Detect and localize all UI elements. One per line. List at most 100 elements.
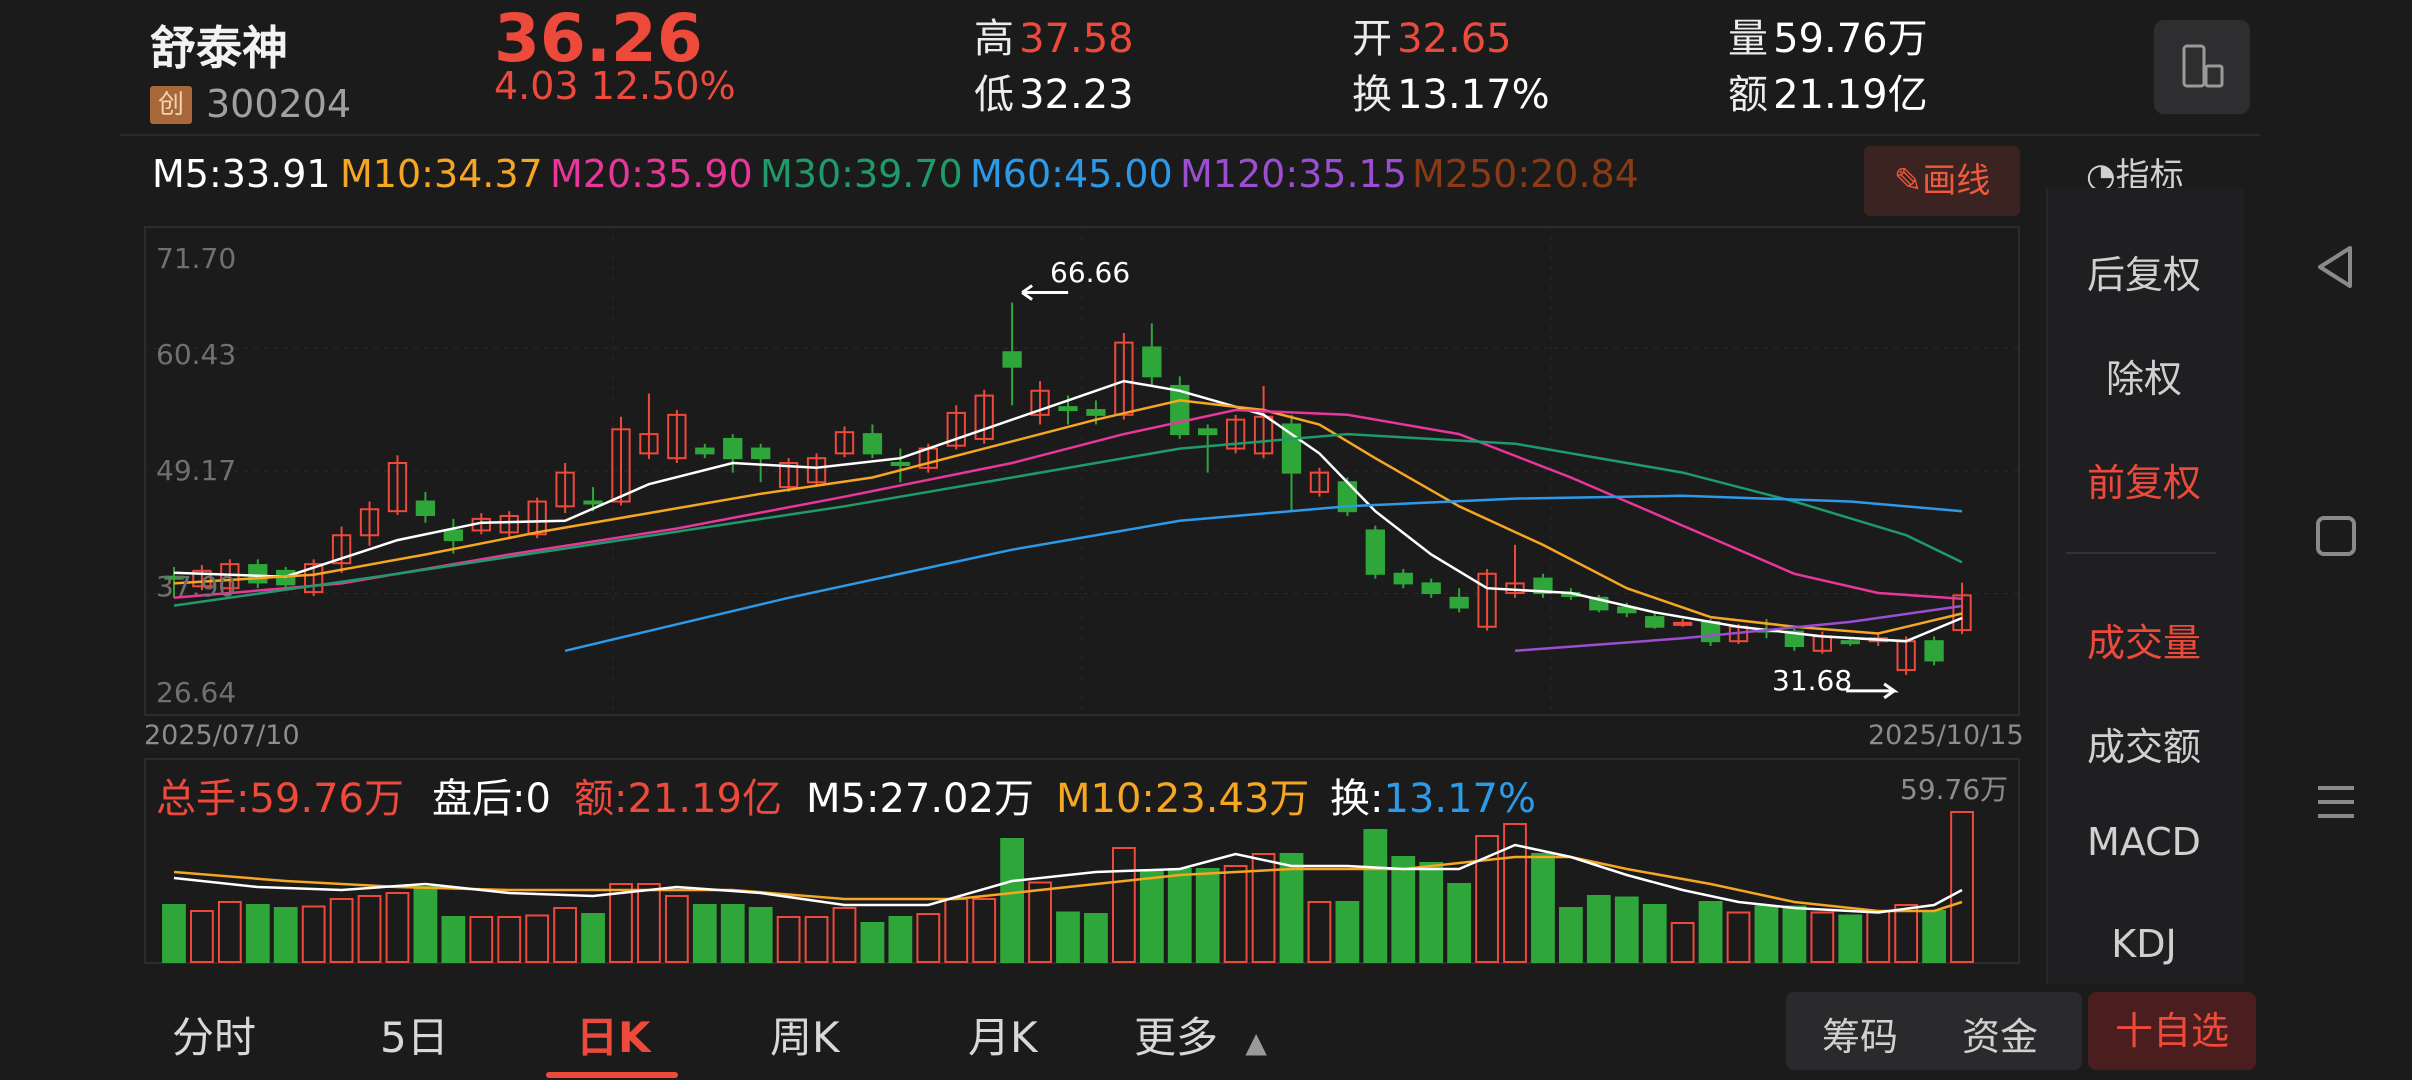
open-quote: 开 32.65 (1352, 6, 1512, 64)
volume-bar (1950, 811, 1974, 963)
turnover-quote: 换 13.17% (1352, 62, 1550, 120)
draw-line-label: 画线 (1922, 161, 1991, 201)
ma5-label: M5:33.91 (152, 152, 331, 196)
menu-nav-icon[interactable] (2314, 780, 2358, 824)
candle-body (1700, 620, 1721, 643)
add-favorite-button[interactable]: 十自选 (2088, 992, 2256, 1070)
vol-ma5-line (173, 843, 1963, 914)
volume-bar (776, 916, 801, 963)
volume-bar (1000, 838, 1025, 963)
ma-line-m20 (173, 408, 1963, 601)
candle-body (1645, 616, 1665, 628)
menu-pre-adjust[interactable]: 前复权 (2086, 461, 2201, 505)
candle-body (667, 413, 687, 460)
volume-bar (329, 898, 354, 963)
volume-bar (1419, 862, 1444, 963)
add-favorite-label: 自选 (2153, 1009, 2230, 1053)
menu-kdj[interactable]: KDJ (2111, 922, 2177, 966)
volume-bar (413, 886, 438, 963)
stock-name: 舒泰神 (150, 21, 288, 75)
menu-macd[interactable]: MACD (2087, 820, 2201, 864)
volume-bar (162, 904, 186, 963)
vol-max-label: 59.76万 (1900, 773, 2009, 806)
candle-body (583, 500, 603, 505)
tab-intraday[interactable]: 分时 (172, 1013, 257, 1062)
tab-weekly-k[interactable]: 周K (770, 1013, 840, 1062)
home-nav-icon[interactable] (2314, 514, 2358, 558)
candle-body (751, 447, 771, 460)
high-label: 高 (974, 16, 1014, 62)
volume-bar (1195, 868, 1220, 963)
volume-bar (1782, 905, 1807, 963)
date-start-label: 2025/07/10 (144, 720, 300, 751)
menu-volume[interactable]: 成交量 (2086, 621, 2201, 665)
tab-monthly-k[interactable]: 月K (968, 1013, 1038, 1062)
candle-body (1309, 471, 1330, 493)
volume-bar (553, 907, 578, 963)
volume-bar (217, 901, 242, 963)
board-badge: 创 (150, 86, 192, 124)
volume-bar (525, 914, 550, 963)
volume-bar (637, 883, 661, 963)
volume-bar (1754, 905, 1779, 963)
total-volume-label: 总手:59.76万 (156, 776, 404, 822)
menu-ex-rights[interactable]: 除权 (2105, 357, 2182, 401)
open-label: 开 (1352, 16, 1392, 62)
stock-code: 300204 (206, 82, 352, 126)
volume-bar (1056, 911, 1080, 963)
turnover-label: 换 (1352, 72, 1392, 118)
candle-body (1840, 640, 1860, 645)
volume-bar (1167, 868, 1192, 963)
tab-more-label: 更多 (1134, 1013, 1219, 1062)
open-value: 32.65 (1397, 16, 1512, 62)
candle-body (1672, 621, 1693, 626)
caret-up-icon: ▲ (1245, 1026, 1267, 1059)
vol-ma10-label: M10:23.43万 (1056, 776, 1310, 822)
candle-body (1421, 582, 1441, 595)
max-price-label: 66.66 (1050, 256, 1131, 289)
volume-bar (1614, 896, 1639, 963)
candle-body (806, 457, 827, 484)
draw-line-button[interactable]: ✎画线 (1864, 146, 2020, 216)
volume-bar (1670, 922, 1695, 963)
volume-bar (1139, 871, 1164, 963)
current-price: 36.26 (494, 0, 703, 77)
candle-body (527, 500, 547, 536)
menu-amount[interactable]: 成交额 (2086, 725, 2201, 769)
min-price-arrow (1846, 682, 1899, 700)
high-quote: 高 37.58 (974, 6, 1134, 64)
volume-bar (1810, 911, 1835, 963)
candle-body (1477, 572, 1497, 628)
candle-body (415, 500, 436, 517)
min-price-label: 31.68 (1772, 664, 1853, 697)
volume-bar (804, 916, 829, 963)
candle-body (1617, 606, 1637, 614)
tab-more[interactable]: 更多 ▲ (1134, 1004, 1267, 1065)
volume-chart[interactable] (144, 758, 2020, 964)
price-change: 4.03 12.50% (494, 64, 736, 108)
vol-turnover-label: 换: (1330, 776, 1384, 822)
volume-label: 量 (1728, 16, 1768, 62)
back-nav-icon[interactable] (2310, 242, 2360, 292)
candle-body (1924, 640, 1944, 662)
funds-button[interactable]: 资金 (1962, 1015, 2039, 1059)
candle-body (639, 433, 659, 455)
volume-bar (301, 905, 326, 963)
candle-body (1393, 572, 1413, 585)
menu-post-adjust[interactable]: 后复权 (2086, 253, 2201, 297)
chips-button[interactable]: 筹码 (1822, 1015, 1899, 1059)
candle-body (834, 431, 855, 455)
candle-body (1086, 409, 1106, 416)
volume-bar (888, 916, 913, 963)
tab-daily-k[interactable]: 日K (576, 1013, 651, 1062)
candle-body (1449, 596, 1469, 609)
candle-body (1253, 415, 1274, 455)
volume-bar (357, 895, 382, 963)
candle-body (890, 462, 911, 467)
landscape-toggle-button[interactable] (2154, 20, 2250, 114)
vol-ma5-label: M5:27.02万 (806, 776, 1034, 822)
tab-5day[interactable]: 5日 (380, 1013, 449, 1062)
amount-value: 21.19亿 (1773, 72, 1928, 118)
kline-chart[interactable] (144, 226, 2020, 716)
volume-bar (832, 907, 857, 963)
